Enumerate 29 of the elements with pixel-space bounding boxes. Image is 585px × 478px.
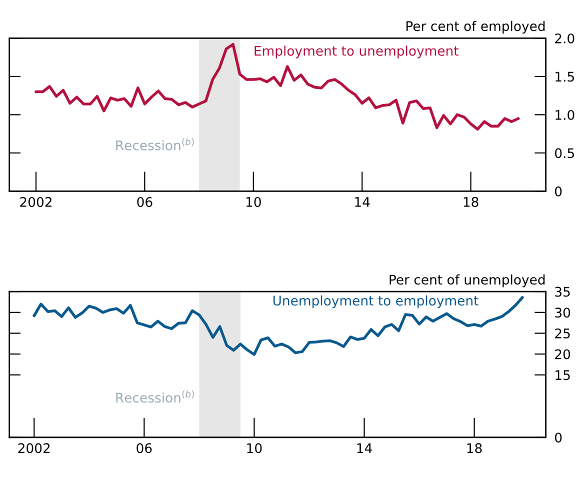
y-tick-label: 1.0 (556, 110, 574, 120)
x-tick-label: 06 (136, 443, 152, 454)
y-tick-label: 20 (555, 349, 570, 360)
series-label: Unemployment to employment (273, 295, 478, 308)
y-tick-label: 0 (555, 186, 562, 196)
y-tick-label: 2.0 (555, 33, 574, 44)
y-tick-label: 15 (556, 370, 570, 380)
y-axis-title: Per cent of employed (406, 20, 545, 34)
x-tick-label: 06 (137, 196, 152, 207)
x-tick-label: 14 (357, 443, 372, 453)
band-label: Recession$^{(b)}$ (116, 390, 194, 403)
x-tick-label: 10 (247, 443, 262, 454)
line-series (32, 296, 524, 356)
x-tick-label: 10 (246, 196, 261, 207)
x-tick-label: 2002 (20, 196, 52, 207)
y-tick-label: 35 (555, 286, 570, 297)
y-tick-label: 0 (555, 432, 562, 443)
y-tick-label: 0.5 (555, 148, 574, 158)
y-tick-label: 30 (555, 308, 570, 318)
x-tick-label: 18 (467, 443, 482, 454)
band-label: Recession$^{(b)}$ (116, 138, 194, 150)
line-series (34, 42, 520, 131)
series-label: Employment to unemployment (254, 46, 459, 58)
y-tick-label: 25 (555, 328, 570, 338)
x-tick-label: 14 (355, 197, 370, 207)
y-tick-label: 1.5 (556, 72, 574, 82)
y-axis-title: Per cent of unemployed (390, 274, 545, 288)
x-tick-label: 2002 (18, 443, 50, 454)
x-tick-label: 18 (464, 196, 478, 207)
